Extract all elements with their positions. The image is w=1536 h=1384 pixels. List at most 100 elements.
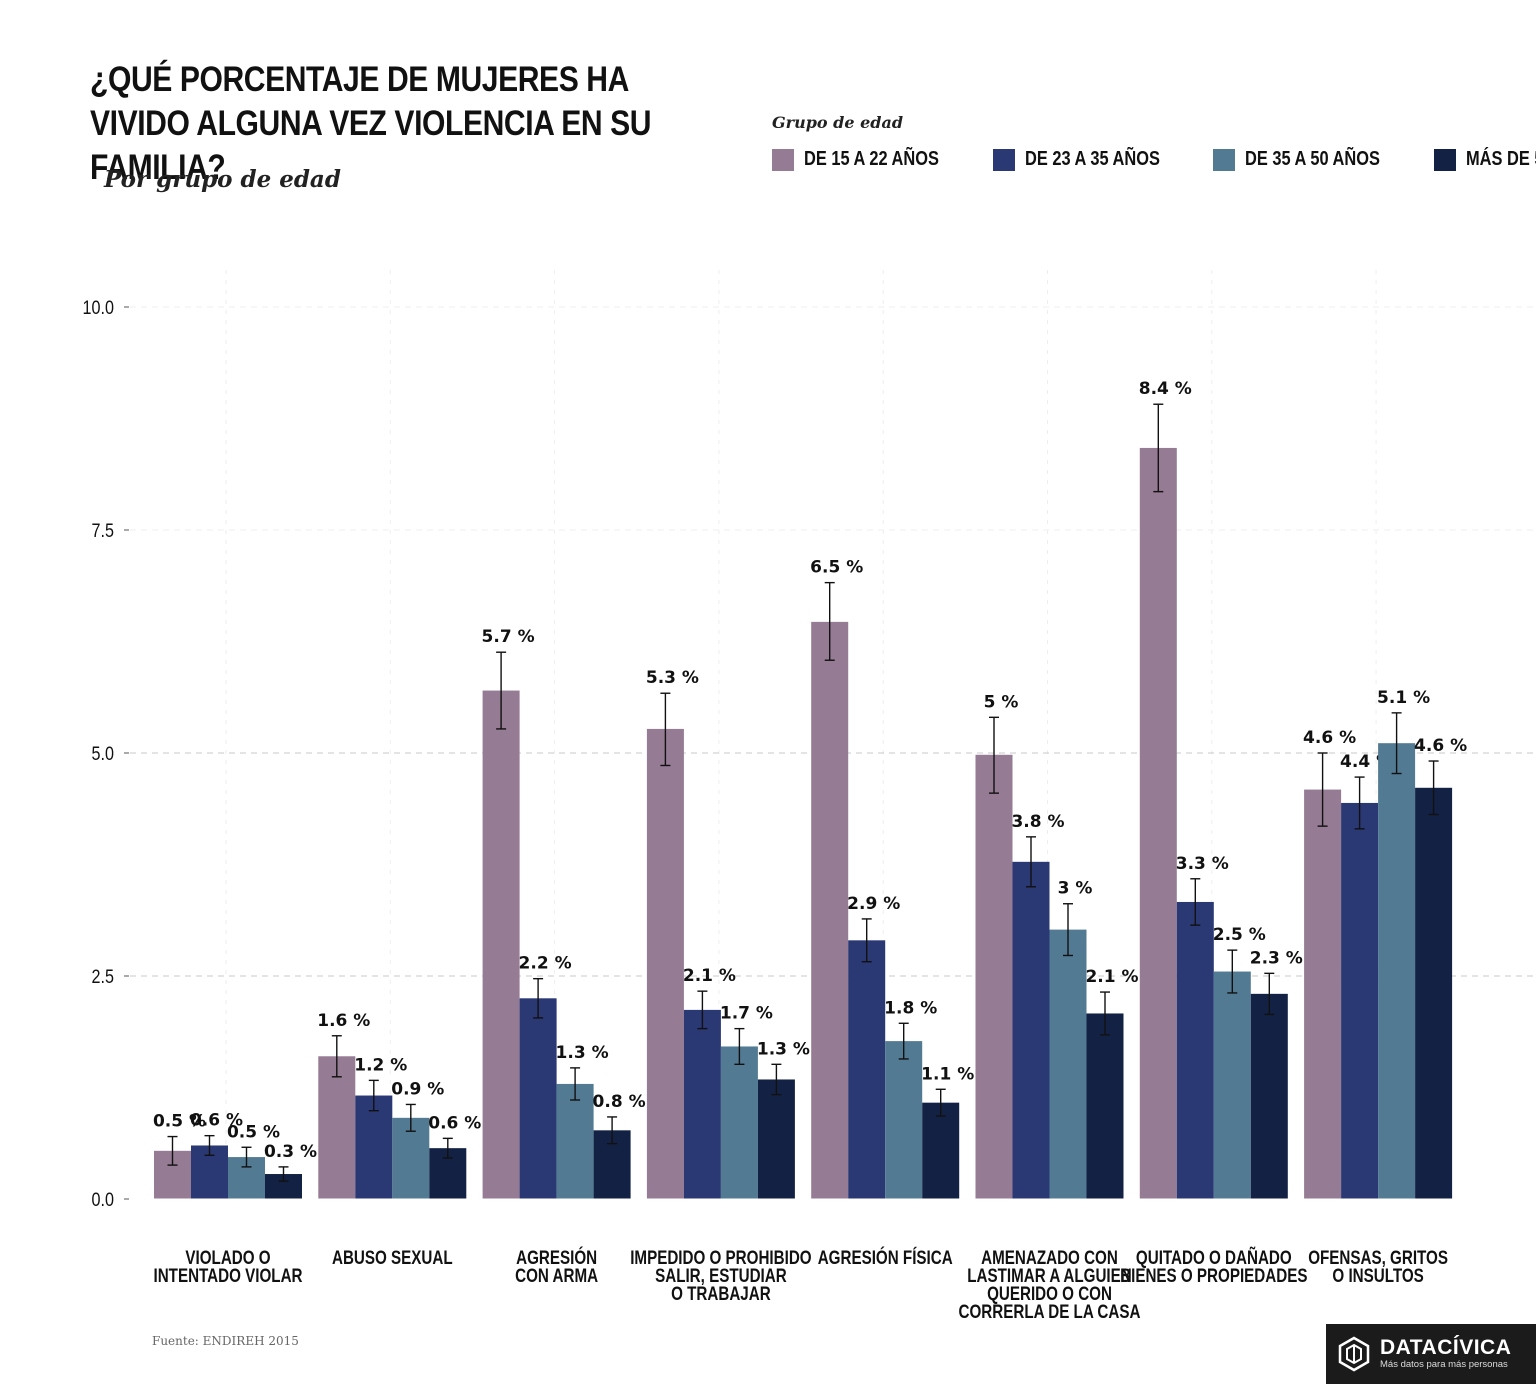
logo-name: DATACÍVICA: [1380, 1336, 1512, 1359]
bar: [1139, 447, 1177, 1199]
bar: [1086, 1013, 1124, 1199]
data-label: 0.3 %: [264, 1142, 317, 1162]
data-label: 4.6 %: [1414, 736, 1467, 756]
x-category-label: QUITADO O DAÑADO: [1136, 1246, 1292, 1268]
data-label: 0.8 %: [593, 1092, 646, 1112]
data-label: 1.6 %: [317, 1011, 370, 1031]
data-label: 2.9 %: [847, 894, 900, 914]
data-label: 1.8 %: [884, 998, 937, 1018]
data-label: 0.5 %: [153, 1112, 206, 1132]
bar: [1378, 743, 1416, 1199]
bar: [885, 1041, 923, 1199]
y-tick-label: 10.0: [83, 297, 115, 319]
y-tick-label: 2.5: [92, 966, 115, 988]
chart-title: ¿QUÉ PORCENTAJE DE MUJERES HA VIVIDO ALG…: [90, 60, 652, 187]
x-category-label: O TRABAJAR: [671, 1282, 771, 1304]
data-label: 0.9 %: [391, 1079, 444, 1099]
bar: [646, 728, 684, 1199]
legend-item: DE 35 A 50 AÑOS: [1213, 148, 1410, 171]
legend-swatch: [992, 148, 1015, 171]
bar: [811, 621, 849, 1199]
bar: [1415, 787, 1453, 1199]
data-label: 0.5 %: [227, 1122, 280, 1142]
data-label: 2.2 %: [519, 954, 572, 974]
legend-item: MÁS DE 50 AÑOS: [1433, 148, 1536, 171]
bar: [1049, 929, 1087, 1199]
y-tick-label: 5.0: [92, 743, 115, 765]
data-label: 2.3 %: [1250, 948, 1303, 968]
x-category-label: VIOLADO O: [185, 1246, 270, 1268]
data-label: 1.1 %: [921, 1064, 974, 1084]
bar: [482, 690, 520, 1199]
bar: [1304, 789, 1342, 1199]
legend-label: MÁS DE 50 AÑOS: [1465, 148, 1536, 170]
x-category-label: BIENES O PROPIEDADES: [1120, 1264, 1307, 1286]
data-label: 1.3 %: [757, 1039, 810, 1059]
hexagon-logo-icon: [1338, 1336, 1370, 1372]
x-category-label: OFENSAS, GRITOS: [1308, 1246, 1448, 1268]
bar: [556, 1083, 594, 1199]
y-tick-label: 0.0: [92, 1189, 115, 1211]
source-note: Fuente: ENDIREH 2015: [152, 1334, 299, 1348]
data-label: 0.6 %: [428, 1113, 481, 1133]
legend-swatch: [1433, 148, 1456, 171]
legend-label: DE 15 A 22 AÑOS: [804, 148, 939, 170]
y-tick-label: 7.5: [92, 520, 115, 542]
data-label: 2.5 %: [1213, 925, 1266, 945]
legend-label: DE 23 A 35 AÑOS: [1024, 148, 1160, 170]
bar: [922, 1102, 960, 1199]
bar: [757, 1079, 795, 1199]
bar: [1176, 901, 1214, 1199]
x-category-label: SALIR, ESTUDIAR: [655, 1264, 787, 1286]
data-label: 6.5 %: [810, 558, 863, 578]
data-label: 3.3 %: [1176, 854, 1229, 874]
x-category-label: AMENAZADO CON: [981, 1246, 1118, 1268]
x-category-label: AGRESIÓN: [516, 1246, 597, 1268]
x-category-label: IMPEDIDO O PROHIBIDO: [630, 1246, 811, 1268]
bar: [1213, 971, 1251, 1199]
x-category-label: ABUSO SEXUAL: [332, 1246, 453, 1268]
logo-tagline: Más datos para más personas: [1380, 1359, 1508, 1370]
bar: [1250, 993, 1288, 1199]
data-label: 3 %: [1058, 879, 1093, 899]
data-label: 5.1 %: [1377, 688, 1430, 708]
data-label: 3.8 %: [1011, 812, 1064, 832]
legend-item: DE 15 A 22 AÑOS: [772, 148, 969, 171]
bar: [975, 754, 1013, 1199]
x-category-label: O INSULTOS: [1332, 1264, 1423, 1286]
bar: [720, 1046, 758, 1199]
x-category-label: LASTIMAR A ALGUIEN: [967, 1264, 1131, 1286]
x-category-label: AGRESIÓN FÍSICA: [818, 1246, 953, 1268]
chart-subtitle: Por grupo de edad: [104, 166, 341, 193]
data-label: 1.2 %: [354, 1055, 407, 1075]
data-label: 4.6 %: [1303, 728, 1356, 748]
data-label: 0.6 %: [190, 1111, 243, 1131]
data-label: 2.1 %: [683, 966, 736, 986]
data-label: 5.7 %: [482, 627, 535, 647]
x-category-label: CORRERLA DE LA CASA: [959, 1300, 1141, 1322]
data-label: 5 %: [984, 692, 1019, 712]
bar: [355, 1095, 393, 1199]
bar: [848, 940, 886, 1199]
bar: [1341, 802, 1379, 1199]
legend-swatch: [1213, 148, 1236, 171]
bar: [318, 1056, 356, 1199]
legend-label: DE 35 A 50 AÑOS: [1245, 148, 1380, 170]
data-label: 1.3 %: [556, 1043, 609, 1063]
data-label: 8.4 %: [1139, 379, 1192, 399]
legend-item: DE 23 A 35 AÑOS: [992, 148, 1190, 171]
data-label: 2.1 %: [1085, 967, 1138, 987]
data-label: 1.7 %: [720, 1004, 773, 1024]
legend: DE 15 A 22 AÑOS DE 23 A 35 AÑOS DE 35 A 50…: [772, 148, 1536, 171]
bar: [683, 1009, 721, 1199]
x-category-label: CON ARMA: [515, 1264, 598, 1286]
datacivica-logo: DATACÍVICA Más datos para más personas: [1326, 1324, 1536, 1384]
x-category-label: INTENTADO VIOLAR: [153, 1264, 303, 1286]
legend-title: Grupo de edad: [772, 113, 904, 132]
bar: [519, 998, 557, 1199]
legend-swatch: [772, 148, 794, 171]
x-category-label: QUERIDO O CON: [987, 1282, 1112, 1304]
bar: [1012, 861, 1050, 1199]
data-label: 5.3 %: [646, 668, 699, 688]
